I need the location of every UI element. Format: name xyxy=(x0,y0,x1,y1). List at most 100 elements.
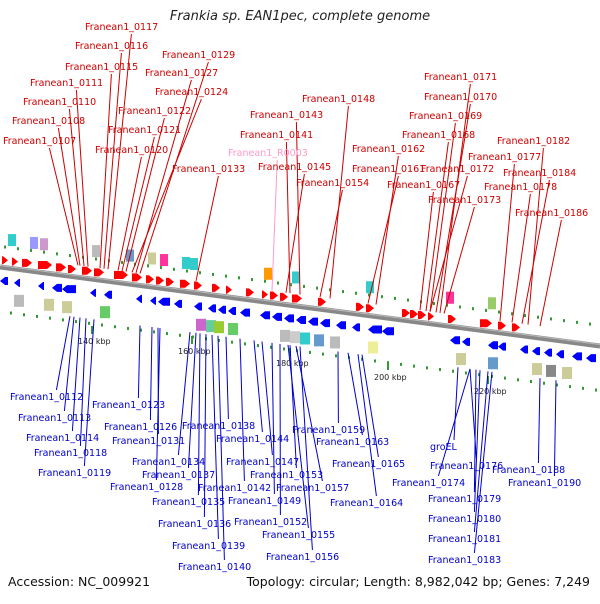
forward-gene-arrow-3 xyxy=(38,261,52,269)
forward-feature-box-3 xyxy=(92,245,100,257)
forward-feature-box-10 xyxy=(292,271,300,283)
ruler-mark-top xyxy=(95,258,97,261)
reverse-feature-box-16 xyxy=(532,363,542,375)
reverse-feature-box-11 xyxy=(314,334,324,346)
ruler-mark-top xyxy=(160,266,162,269)
reverse-gene-arrow-8 xyxy=(150,297,156,305)
gene-leader-top-13 xyxy=(196,176,218,281)
forward-gene-arrow-26 xyxy=(410,310,418,318)
ruler-mark-bottom xyxy=(283,347,285,350)
gene-label-bottom-24: Franean1_0157 xyxy=(276,483,349,494)
forward-feature-box-0 xyxy=(8,234,16,246)
ruler-mark-bottom xyxy=(36,315,38,318)
reverse-gene-arrow-25 xyxy=(382,327,394,335)
gene-label-bottom-31: Franean1_0174 xyxy=(392,478,465,489)
ruler-mark-bottom xyxy=(543,382,545,385)
gene-label-top-17: Franean1_R0003 xyxy=(228,148,308,159)
reverse-feature-box-13 xyxy=(368,341,378,353)
ruler-mark-bottom xyxy=(569,385,571,388)
gene-label-top-31: Franean1_0184 xyxy=(503,168,576,179)
ruler-mark-top xyxy=(550,317,552,320)
scale-tick-label-2: 180 kbp xyxy=(276,359,309,368)
ruler-mark-bottom xyxy=(439,368,441,371)
forward-gene-arrow-22 xyxy=(318,298,326,306)
ruler-mark-top xyxy=(238,276,240,279)
reverse-gene-arrow-34 xyxy=(572,352,582,360)
ruler-mark-bottom xyxy=(127,327,129,330)
ruler-mark-top xyxy=(316,287,318,290)
gene-leader-top-33 xyxy=(540,220,561,326)
reverse-gene-arrow-3 xyxy=(52,284,62,292)
ruler-mark-top xyxy=(121,261,123,264)
gene-label-bottom-11: Franean1_0135 xyxy=(152,497,225,508)
forward-feature-box-7 xyxy=(182,257,190,269)
genome-summary-text: Topology: circular; Length: 8,982,042 bp… xyxy=(247,574,590,589)
ruler-mark-bottom xyxy=(101,324,103,327)
gene-label-bottom-6: Franean1_0126 xyxy=(104,422,177,433)
reverse-feature-box-18 xyxy=(562,367,572,379)
gene-leader-top-2 xyxy=(100,74,111,268)
reverse-gene-arrow-18 xyxy=(284,314,294,322)
reverse-gene-arrow-4 xyxy=(62,285,76,293)
gene-label-top-18: Franean1_0145 xyxy=(258,162,331,173)
ruler-mark-bottom xyxy=(10,312,12,315)
ruler-mark-bottom xyxy=(413,365,415,368)
reverse-gene-arrow-17 xyxy=(272,313,282,321)
gene-leader-bottom-26 xyxy=(348,353,362,435)
gene-label-bottom-28: Franean1_0164 xyxy=(330,498,403,509)
ruler-mark-bottom xyxy=(114,325,116,328)
reverse-gene-arrow-1 xyxy=(14,279,20,287)
reverse-gene-arrow-33 xyxy=(556,350,564,358)
reverse-gene-arrow-16 xyxy=(260,311,270,319)
gene-label-bottom-17: Franean1_0147 xyxy=(226,457,299,468)
gene-label-top-29: Franean1_0182 xyxy=(497,136,570,147)
gene-label-bottom-8: Franean1_0128 xyxy=(110,482,183,493)
reverse-feature-box-12 xyxy=(330,336,340,348)
forward-gene-arrow-12 xyxy=(166,278,174,286)
gene-label-top-16: Franean1_0141 xyxy=(240,130,313,141)
ruler-mark-bottom xyxy=(231,341,233,344)
reverse-feature-box-17 xyxy=(546,365,556,377)
forward-gene-arrow-29 xyxy=(448,315,456,323)
reverse-gene-arrow-30 xyxy=(520,345,528,353)
gene-label-top-7: Franean1_0129 xyxy=(162,50,235,61)
gene-leader-bottom-24 xyxy=(296,346,322,481)
forward-gene-arrow-25 xyxy=(402,309,410,317)
gene-label-bottom-1: Franean1_0113 xyxy=(18,413,91,424)
forward-gene-arrow-23 xyxy=(356,303,364,311)
gene-label-bottom-35: Franean1_0183 xyxy=(428,555,501,566)
ruler-mark-top xyxy=(43,251,45,254)
reverse-gene-arrow-21 xyxy=(320,319,330,327)
ruler-mark-bottom xyxy=(452,370,454,373)
gene-label-top-32: Franean1_0178 xyxy=(484,182,557,193)
ruler-mark-bottom xyxy=(179,334,181,337)
gene-label-top-27: Franean1_0167 xyxy=(387,180,460,191)
gene-label-top-6: Franean1_0107 xyxy=(3,136,76,147)
gene-label-top-3: Franean1_0111 xyxy=(30,78,103,89)
gene-label-bottom-16: Franean1_0144 xyxy=(216,434,289,445)
forward-gene-arrow-13 xyxy=(180,280,190,288)
gene-label-top-8: Franean1_0127 xyxy=(145,68,218,79)
forward-gene-arrow-8 xyxy=(114,271,128,279)
genome-title: Frankia sp. EAN1pec, complete genome xyxy=(0,9,600,24)
gene-label-bottom-19: Franean1_0149 xyxy=(228,496,301,507)
reverse-gene-arrow-10 xyxy=(174,300,182,308)
reverse-gene-arrow-9 xyxy=(158,298,170,306)
ruler-mark-top xyxy=(485,309,487,312)
gene-label-top-22: Franean1_0169 xyxy=(409,111,482,122)
gene-leader-bottom-31 xyxy=(438,369,470,476)
gene-label-bottom-25: Franean1_0159 xyxy=(292,425,365,436)
reverse-gene-arrow-15 xyxy=(240,309,250,317)
gene-leader-top-24 xyxy=(376,156,398,305)
ruler-mark-bottom xyxy=(244,342,246,345)
ruler-mark-bottom xyxy=(426,366,428,369)
gene-leader-top-14 xyxy=(330,106,348,298)
reverse-gene-arrow-20 xyxy=(308,318,318,326)
ruler-mark-top xyxy=(433,302,435,305)
ruler-mark-bottom xyxy=(23,313,25,316)
gene-leader-bottom-36 xyxy=(538,378,540,463)
reverse-gene-arrow-24 xyxy=(368,325,382,333)
forward-gene-arrow-32 xyxy=(512,323,520,331)
forward-feature-box-9 xyxy=(264,268,272,280)
gene-label-top-5: Franean1_0108 xyxy=(12,116,85,127)
